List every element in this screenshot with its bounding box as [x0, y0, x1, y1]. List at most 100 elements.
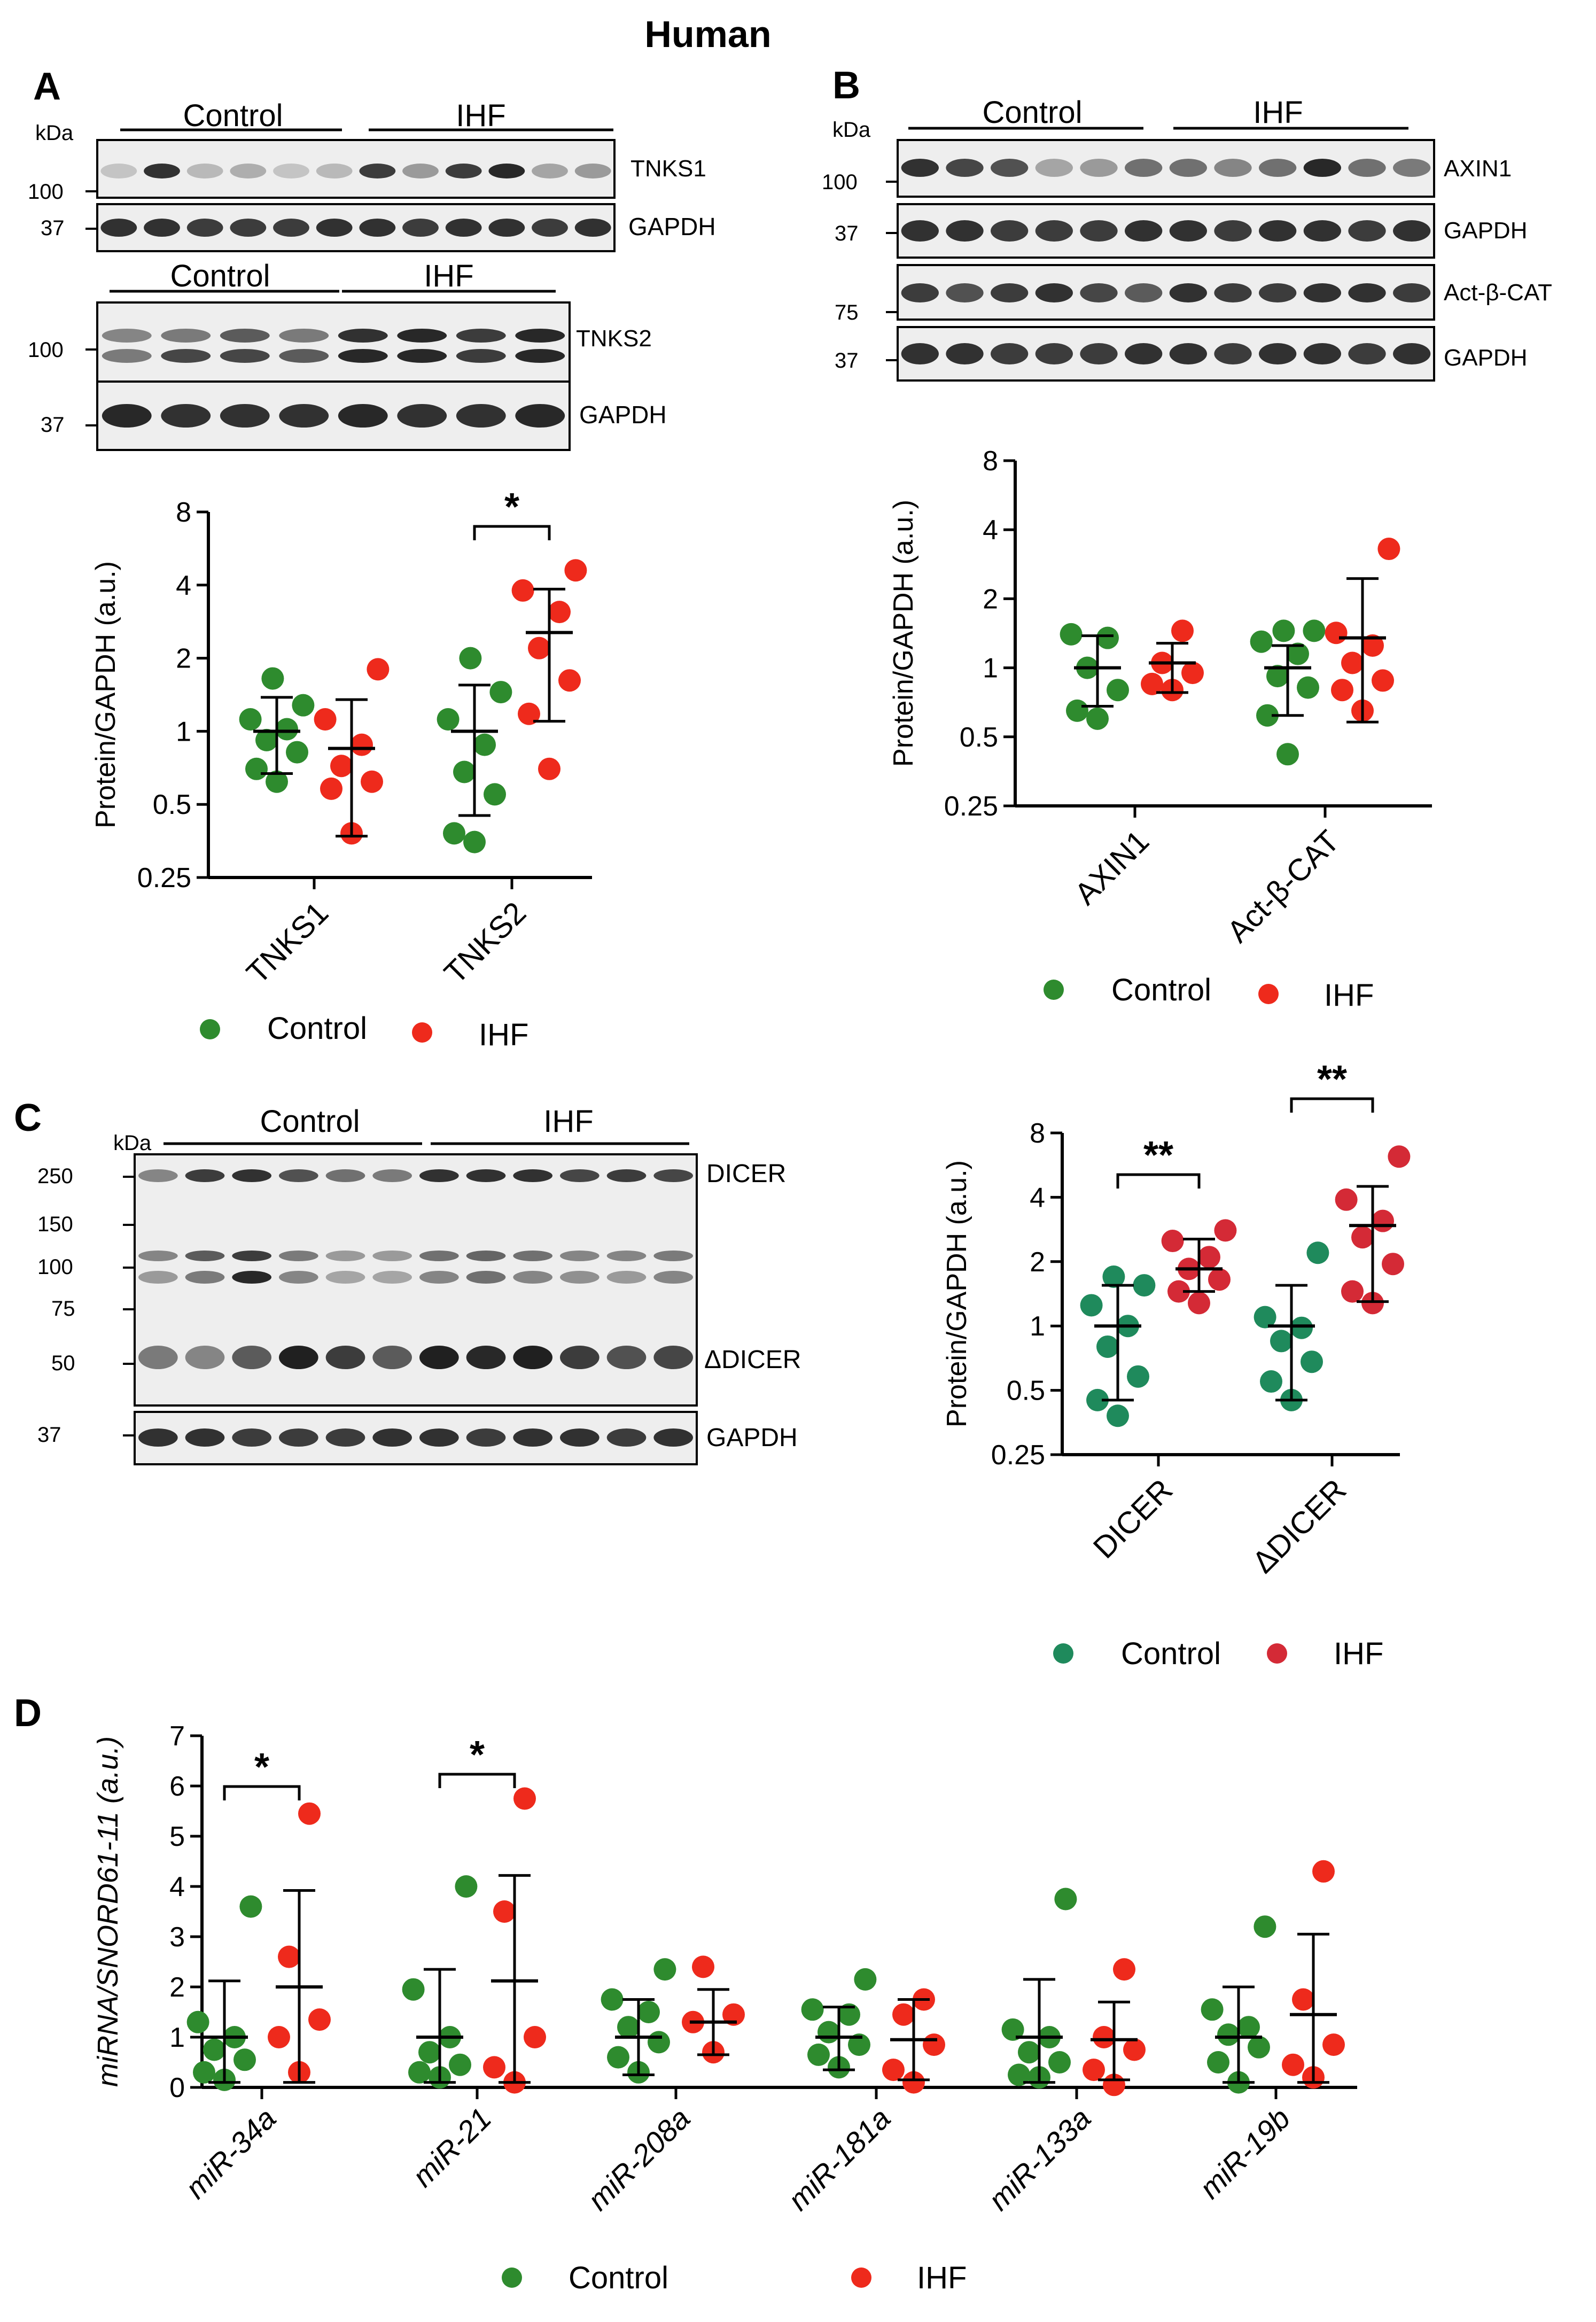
blot-tnks2 [85, 301, 571, 383]
blot-band [515, 404, 565, 428]
y-axis-label: Protein/GAPDH (a.u.) [90, 561, 121, 828]
control-point [473, 733, 496, 756]
blot-band [1259, 159, 1297, 177]
blot-band [102, 349, 152, 363]
blot-band [445, 219, 482, 237]
blot-band [606, 1346, 647, 1369]
y-tick-label: 8 [176, 497, 191, 528]
control-point [1306, 1241, 1329, 1264]
ihf-point [564, 559, 587, 582]
control-point [261, 667, 284, 690]
control-point [402, 1978, 425, 2001]
blot-band [325, 1271, 365, 1284]
ihf-point [524, 2026, 546, 2048]
blot-band [532, 219, 568, 237]
panel-letter-d: D [14, 1692, 42, 1735]
y-tick-label: 1 [176, 716, 191, 747]
ihf-point [1282, 2053, 1304, 2076]
y-tick-label: 4 [1030, 1182, 1045, 1213]
ihf-point [1083, 2059, 1105, 2082]
y-tick-label: 0.25 [991, 1440, 1045, 1471]
blot-band [1169, 283, 1207, 302]
blot-band [273, 219, 309, 237]
blot-band [466, 1346, 506, 1369]
control-point [186, 2010, 209, 2033]
blot-act-b-cat [886, 264, 1435, 321]
blot-frame [134, 1411, 698, 1465]
chart-panel-b: 0.25 0.5 1 2 4 8 Protein/GAPDH (a.u.) AXIN1 Act-… [888, 446, 1432, 949]
significance-bracket [438, 1773, 516, 1788]
control-point [1207, 2051, 1229, 2074]
blot-band [513, 1428, 552, 1447]
blot-band [946, 343, 984, 364]
marker-100: 100 [28, 180, 64, 204]
ihf-point [1341, 651, 1364, 674]
blot-band [279, 1346, 318, 1369]
blot-band [1125, 159, 1163, 177]
chart-panel-a: 0.25 0.5 1 2 4 8 Protein/GAPDH (a.u.) TNKS1 TNKS… [90, 486, 592, 990]
control-point [1254, 1306, 1276, 1329]
blot-b-group-ihf: IHF [1253, 95, 1303, 130]
blot-band [372, 1346, 412, 1369]
blot-band [466, 1169, 506, 1182]
y-tick-label: 4 [176, 570, 191, 601]
blot-label-gapdh: GAPDH [706, 1424, 798, 1452]
blot-band [419, 1428, 459, 1447]
control-point [1133, 1274, 1156, 1297]
ihf-point [1361, 634, 1384, 657]
blot-dicer [123, 1153, 698, 1407]
blot-band [560, 1169, 600, 1182]
ihf-point [902, 2071, 925, 2094]
blot-band [325, 1428, 365, 1447]
ihf-point [1377, 538, 1400, 561]
legend-d: Control IHF [502, 2261, 967, 2295]
blot-label-tnks1: TNKS1 [630, 156, 706, 182]
ihf-point [1292, 1988, 1314, 2011]
control-point [255, 728, 278, 751]
blot-c-group-ihf: IHF [543, 1104, 593, 1139]
blot-band [653, 1251, 693, 1261]
panel-a-blots: kDa Control IHF 100 37 TNKS1 GAPDH Contr… [28, 98, 716, 451]
y-tick-label: 7 [169, 1721, 185, 1752]
blot-band [325, 1169, 365, 1182]
blot-band [1035, 159, 1073, 177]
ihf-point [1141, 672, 1163, 695]
panel-letter-b: B [832, 64, 860, 107]
ihf-point [513, 1787, 536, 1810]
blot-a1-group-ihf: IHF [456, 98, 505, 133]
blot-tnks2-gapdh [85, 380, 571, 451]
control-point [239, 1895, 262, 1918]
y-tick-label: 8 [1030, 1118, 1045, 1149]
ihf-point [1341, 1280, 1364, 1303]
control-point [266, 770, 288, 793]
marker-75: 75 [835, 301, 859, 324]
y-tick-label: 1 [983, 653, 998, 684]
control-point [807, 2043, 830, 2066]
blot-band [1348, 220, 1386, 242]
blot-band [419, 1271, 459, 1284]
blot-band [1035, 220, 1073, 242]
blot-band [1393, 343, 1431, 364]
blot-band [185, 1251, 225, 1261]
control-point [653, 1958, 676, 1981]
blot-label-dicer: DICER [706, 1160, 786, 1188]
panel-letter-c: C [14, 1097, 42, 1139]
control-point [848, 2033, 870, 2056]
blot-band [144, 164, 180, 178]
blot-band [220, 404, 270, 428]
blot-band [338, 329, 388, 343]
ihf-point [1322, 2033, 1345, 2056]
blot-band [419, 1169, 459, 1182]
blot-band [338, 349, 388, 363]
ihf-point [882, 2059, 905, 2082]
legend-control-dot [1053, 1643, 1073, 1664]
blot-band [574, 164, 611, 178]
control-point [818, 2021, 840, 2044]
blot-band [279, 1428, 318, 1447]
y-tick-label: 4 [983, 515, 998, 546]
control-point [1086, 1388, 1109, 1411]
blot-band [397, 349, 447, 363]
control-point [463, 830, 486, 853]
blot-band [456, 349, 506, 363]
ihf-point [1331, 679, 1353, 702]
